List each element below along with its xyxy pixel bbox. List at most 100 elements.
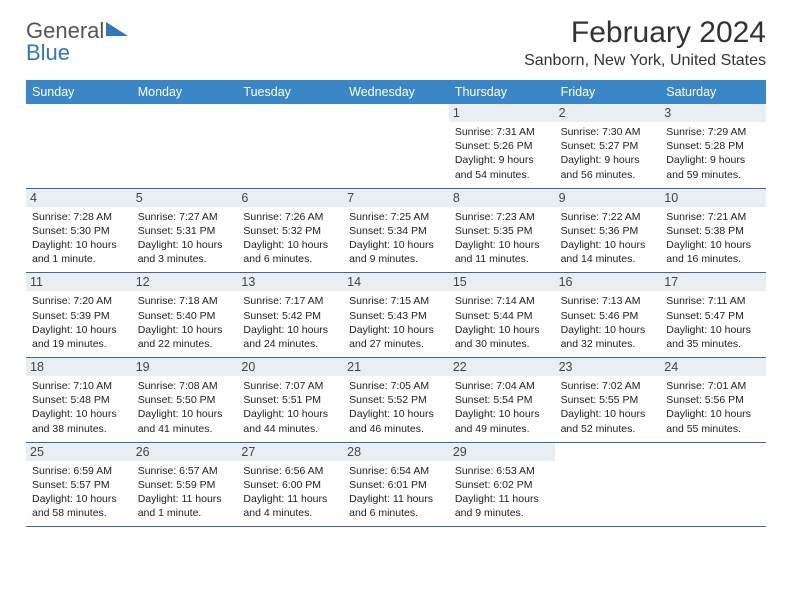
sunset-text: Sunset: 5:40 PM: [138, 309, 232, 323]
day-body: Sunrise: 7:11 AMSunset: 5:47 PMDaylight:…: [666, 294, 760, 351]
sunrise-text: Sunrise: 7:01 AM: [666, 379, 760, 393]
day-number: 13: [237, 273, 343, 291]
sunset-text: Sunset: 5:27 PM: [561, 139, 655, 153]
day-number: 2: [555, 104, 661, 122]
sunset-text: Sunset: 5:51 PM: [243, 393, 337, 407]
day-number: 18: [26, 358, 132, 376]
day-header: Tuesday: [237, 81, 343, 104]
day-number: 16: [555, 273, 661, 291]
day-body: Sunrise: 7:13 AMSunset: 5:46 PMDaylight:…: [561, 294, 655, 351]
day-body: Sunrise: 7:30 AMSunset: 5:27 PMDaylight:…: [561, 125, 655, 182]
day-body: Sunrise: 7:28 AMSunset: 5:30 PMDaylight:…: [32, 210, 126, 267]
day-cell: 9Sunrise: 7:22 AMSunset: 5:36 PMDaylight…: [555, 189, 661, 273]
day-cell: 16 Sunrise: 7:13 AMSunset: 5:46 PMDayligh…: [555, 273, 661, 357]
day-cell: [343, 104, 449, 188]
day-cell: 18 Sunrise: 7:10 AMSunset: 5:48 PMDayligh…: [26, 358, 132, 442]
day-body: Sunrise: 7:05 AMSunset: 5:52 PMDaylight:…: [349, 379, 443, 436]
day-cell: 7 Sunrise: 7:25 AMSunset: 5:34 PMDaylight…: [343, 189, 449, 273]
sunset-text: Sunset: 5:56 PM: [666, 393, 760, 407]
logo-line2: Blue: [26, 42, 128, 64]
day-cell: 25Sunrise: 6:59 AMSunset: 5:57 PMDayligh…: [26, 443, 132, 527]
day-number: 7: [343, 189, 449, 207]
day-body: Sunrise: 7:23 AMSunset: 5:35 PMDaylight:…: [455, 210, 549, 267]
daylight-text: Daylight: 10 hours and 27 minutes.: [349, 323, 443, 351]
day-body: Sunrise: 7:18 AMSunset: 5:40 PMDaylight:…: [138, 294, 232, 351]
daylight-text: Daylight: 10 hours and 58 minutes.: [32, 492, 126, 520]
day-cell: 28Sunrise: 6:54 AMSunset: 6:01 PMDayligh…: [343, 443, 449, 527]
day-header: Friday: [555, 81, 661, 104]
calendar-week: 25Sunrise: 6:59 AMSunset: 5:57 PMDayligh…: [26, 443, 766, 528]
day-number: 14: [343, 273, 449, 291]
day-body: Sunrise: 7:08 AMSunset: 5:50 PMDaylight:…: [138, 379, 232, 436]
day-body: Sunrise: 7:10 AMSunset: 5:48 PMDaylight:…: [32, 379, 126, 436]
day-body: Sunrise: 7:17 AMSunset: 5:42 PMDaylight:…: [243, 294, 337, 351]
daylight-text: Daylight: 10 hours and 32 minutes.: [561, 323, 655, 351]
sunrise-text: Sunrise: 7:13 AM: [561, 294, 655, 308]
daylight-text: Daylight: 9 hours and 59 minutes.: [666, 153, 760, 181]
sunset-text: Sunset: 5:26 PM: [455, 139, 549, 153]
sunset-text: Sunset: 5:32 PM: [243, 224, 337, 238]
daylight-text: Daylight: 10 hours and 9 minutes.: [349, 238, 443, 266]
day-number: 1: [449, 104, 555, 122]
calendar-week: 18 Sunrise: 7:10 AMSunset: 5:48 PMDayligh…: [26, 358, 766, 443]
day-body: Sunrise: 7:04 AMSunset: 5:54 PMDaylight:…: [455, 379, 549, 436]
month-title: February 2024: [524, 16, 766, 50]
day-body: Sunrise: 7:29 AMSunset: 5:28 PMDaylight:…: [666, 125, 760, 182]
day-header: Thursday: [449, 81, 555, 104]
daylight-text: Daylight: 10 hours and 41 minutes.: [138, 407, 232, 435]
day-cell: 22 Sunrise: 7:04 AMSunset: 5:54 PMDayligh…: [449, 358, 555, 442]
sunset-text: Sunset: 5:39 PM: [32, 309, 126, 323]
day-cell: 17Sunrise: 7:11 AMSunset: 5:47 PMDayligh…: [660, 273, 766, 357]
day-number: 5: [132, 189, 238, 207]
day-cell: [132, 104, 238, 188]
day-number: 23: [555, 358, 661, 376]
sunset-text: Sunset: 5:52 PM: [349, 393, 443, 407]
sunrise-text: Sunrise: 7:23 AM: [455, 210, 549, 224]
daylight-text: Daylight: 10 hours and 49 minutes.: [455, 407, 549, 435]
sunrise-text: Sunrise: 6:57 AM: [138, 464, 232, 478]
daylight-text: Daylight: 11 hours and 9 minutes.: [455, 492, 549, 520]
day-header: Monday: [132, 81, 238, 104]
sunset-text: Sunset: 5:55 PM: [561, 393, 655, 407]
sunset-text: Sunset: 5:36 PM: [561, 224, 655, 238]
day-cell: 1Sunrise: 7:31 AMSunset: 5:26 PMDaylight…: [449, 104, 555, 188]
day-body: Sunrise: 6:57 AMSunset: 5:59 PMDaylight:…: [138, 464, 232, 521]
sunrise-text: Sunrise: 6:59 AM: [32, 464, 126, 478]
day-body: Sunrise: 6:59 AMSunset: 5:57 PMDaylight:…: [32, 464, 126, 521]
daylight-text: Daylight: 11 hours and 1 minute.: [138, 492, 232, 520]
day-number: 22: [449, 358, 555, 376]
day-body: Sunrise: 6:56 AMSunset: 6:00 PMDaylight:…: [243, 464, 337, 521]
day-number: 19: [132, 358, 238, 376]
sunrise-text: Sunrise: 7:02 AM: [561, 379, 655, 393]
sunrise-text: Sunrise: 6:53 AM: [455, 464, 549, 478]
day-cell: 23 Sunrise: 7:02 AMSunset: 5:55 PMDayligh…: [555, 358, 661, 442]
day-cell: 15Sunrise: 7:14 AMSunset: 5:44 PMDayligh…: [449, 273, 555, 357]
day-number: 6: [237, 189, 343, 207]
calendar-week: 11Sunrise: 7:20 AMSunset: 5:39 PMDayligh…: [26, 273, 766, 358]
sunset-text: Sunset: 6:02 PM: [455, 478, 549, 492]
daylight-text: Daylight: 10 hours and 35 minutes.: [666, 323, 760, 351]
daylight-text: Daylight: 11 hours and 6 minutes.: [349, 492, 443, 520]
day-number: 9: [555, 189, 661, 207]
day-cell: 14Sunrise: 7:15 AMSunset: 5:43 PMDayligh…: [343, 273, 449, 357]
sunrise-text: Sunrise: 7:04 AM: [455, 379, 549, 393]
day-body: Sunrise: 6:54 AMSunset: 6:01 PMDaylight:…: [349, 464, 443, 521]
day-body: Sunrise: 7:25 AMSunset: 5:34 PMDaylight:…: [349, 210, 443, 267]
calendar-week: 4Sunrise: 7:28 AMSunset: 5:30 PMDaylight…: [26, 189, 766, 274]
sunset-text: Sunset: 5:46 PM: [561, 309, 655, 323]
daylight-text: Daylight: 10 hours and 1 minute.: [32, 238, 126, 266]
sunset-text: Sunset: 5:31 PM: [138, 224, 232, 238]
day-body: Sunrise: 7:27 AMSunset: 5:31 PMDaylight:…: [138, 210, 232, 267]
sunrise-text: Sunrise: 7:25 AM: [349, 210, 443, 224]
daylight-text: Daylight: 10 hours and 46 minutes.: [349, 407, 443, 435]
sunrise-text: Sunrise: 7:20 AM: [32, 294, 126, 308]
sunset-text: Sunset: 5:44 PM: [455, 309, 549, 323]
sunset-text: Sunset: 5:43 PM: [349, 309, 443, 323]
day-cell: 5 Sunrise: 7:27 AMSunset: 5:31 PMDaylight…: [132, 189, 238, 273]
sunset-text: Sunset: 5:54 PM: [455, 393, 549, 407]
daylight-text: Daylight: 10 hours and 44 minutes.: [243, 407, 337, 435]
sunrise-text: Sunrise: 7:07 AM: [243, 379, 337, 393]
sunrise-text: Sunrise: 6:54 AM: [349, 464, 443, 478]
title-block: February 2024 Sanborn, New York, United …: [524, 16, 766, 70]
daylight-text: Daylight: 10 hours and 52 minutes.: [561, 407, 655, 435]
